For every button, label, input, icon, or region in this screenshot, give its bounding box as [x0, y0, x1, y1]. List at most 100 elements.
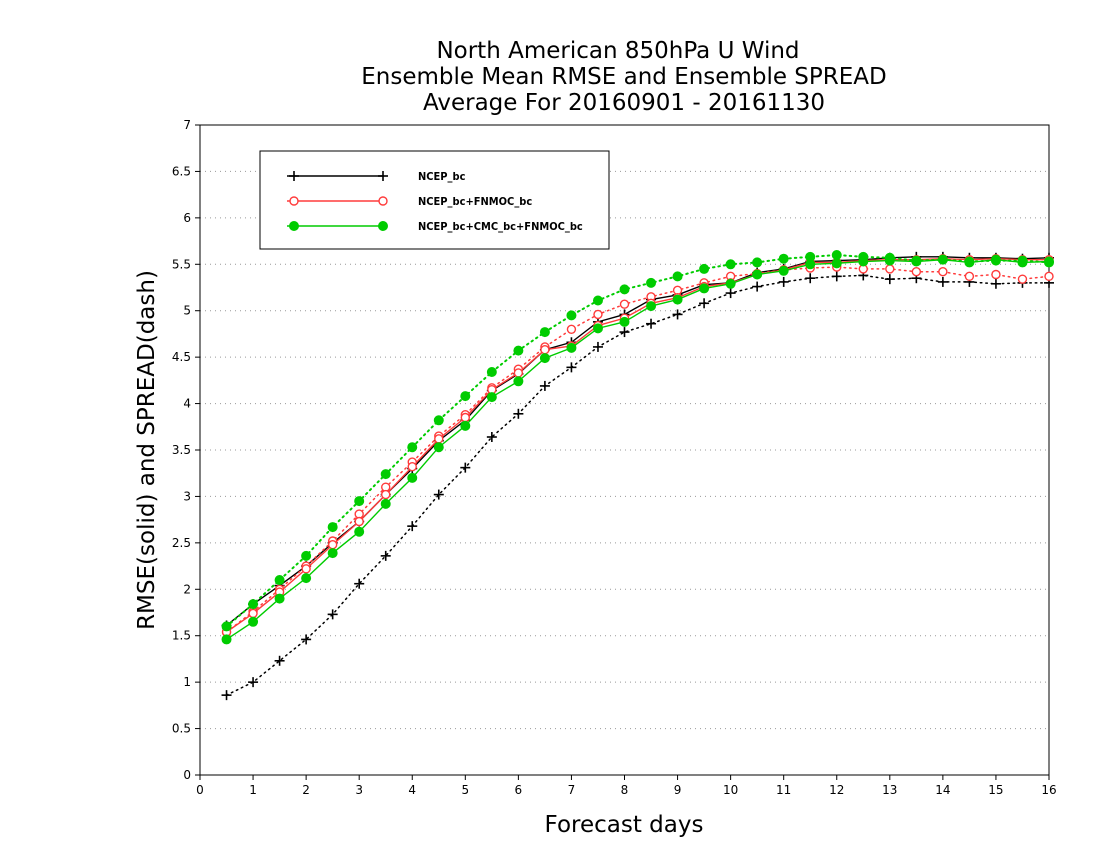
- spread-point-ncep-bc: [513, 408, 524, 419]
- spread-point-ncep-bc-cmc-bc-fnmoc-bc: [407, 442, 418, 453]
- spread-point-ncep-bc: [592, 341, 603, 352]
- y-tick-label: 1: [183, 675, 191, 689]
- rmse-point-ncep-bc-fnmoc-bc: [460, 412, 471, 423]
- y-tick-label: 3: [183, 489, 191, 503]
- spread-point-ncep-bc-cmc-bc-fnmoc-bc: [539, 327, 550, 338]
- spread-point-ncep-bc-cmc-bc-fnmoc-bc: [380, 469, 391, 480]
- spread-point-ncep-bc-fnmoc-bc: [619, 299, 630, 309]
- spread-point-ncep-bc-cmc-bc-fnmoc-bc: [725, 259, 736, 270]
- legend-label-ncep-bc-fnmoc-bc: NCEP_bc+FNMOC_bc: [418, 195, 532, 208]
- spread-point-ncep-bc: [990, 278, 1001, 289]
- rmse-point-ncep-bc-cmc-bc-fnmoc-bc: [301, 573, 312, 584]
- rmse-point-ncep-bc-fnmoc-bc: [354, 516, 364, 527]
- x-tick-label: 2: [302, 783, 310, 797]
- rmse-point-ncep-bc-fnmoc-bc: [301, 564, 311, 574]
- spread-point-ncep-bc-cmc-bc-fnmoc-bc: [566, 310, 577, 321]
- spread-point-ncep-bc: [327, 609, 338, 620]
- legend-marker-ncep-bc-cmc-bc-fnmoc-bc: [289, 221, 299, 231]
- rmse-point-ncep-bc-cmc-bc-fnmoc-bc: [699, 283, 710, 294]
- legend-marker-ncep-bc-cmc-bc-fnmoc-bc: [378, 221, 388, 231]
- spread-point-ncep-bc: [566, 362, 577, 373]
- y-tick-label: 6: [183, 211, 191, 225]
- spread-point-ncep-bc-cmc-bc-fnmoc-bc: [486, 367, 497, 377]
- spread-point-ncep-bc: [274, 655, 285, 666]
- rmse-point-ncep-bc-cmc-bc-fnmoc-bc: [990, 254, 1001, 265]
- rmse-point-ncep-bc-cmc-bc-fnmoc-bc: [831, 258, 842, 269]
- spread-point-ncep-bc: [539, 380, 550, 391]
- y-tick-label: 5.5: [172, 257, 191, 271]
- rmse-point-ncep-bc-cmc-bc-fnmoc-bc: [752, 269, 763, 280]
- x-tick-label: 13: [882, 783, 897, 797]
- rmse-point-ncep-bc-cmc-bc-fnmoc-bc: [327, 548, 338, 559]
- rmse-point-ncep-bc-cmc-bc-fnmoc-bc: [460, 420, 471, 431]
- spread-point-ncep-bc: [354, 578, 365, 589]
- rmse-point-ncep-bc-cmc-bc-fnmoc-bc: [884, 255, 895, 266]
- spread-point-ncep-bc: [725, 288, 736, 299]
- rmse-point-ncep-bc-cmc-bc-fnmoc-bc: [646, 301, 657, 312]
- spread-point-ncep-bc: [486, 432, 497, 442]
- spread-point-ncep-bc-cmc-bc-fnmoc-bc: [433, 415, 444, 426]
- spread-point-ncep-bc-cmc-bc-fnmoc-bc: [460, 391, 471, 402]
- y-tick-label: 0.5: [172, 722, 191, 736]
- x-tick-label: 10: [723, 783, 738, 797]
- spread-point-ncep-bc-fnmoc-bc: [1017, 274, 1028, 284]
- spread-point-ncep-bc-fnmoc-bc: [964, 271, 975, 282]
- rmse-point-ncep-bc-fnmoc-bc: [407, 462, 417, 472]
- x-tick-label: 12: [829, 783, 844, 797]
- legend-label-ncep-bc-cmc-bc-fnmoc-bc: NCEP_bc+CMC_bc+FNMOC_bc: [418, 220, 583, 233]
- spread-point-ncep-bc-cmc-bc-fnmoc-bc: [672, 271, 683, 282]
- spread-point-ncep-bc: [672, 309, 683, 320]
- spread-point-ncep-bc-cmc-bc-fnmoc-bc: [513, 345, 524, 356]
- spread-point-ncep-bc: [433, 489, 444, 500]
- spread-point-ncep-bc: [752, 281, 763, 292]
- x-tick-label: 16: [1041, 783, 1056, 797]
- x-tick-label: 1: [249, 783, 257, 797]
- spread-point-ncep-bc-cmc-bc-fnmoc-bc: [831, 250, 842, 260]
- spread-point-ncep-bc: [778, 276, 789, 287]
- y-tick-label: 2.5: [172, 536, 191, 550]
- y-tick-label: 7: [183, 118, 191, 132]
- x-tick-label: 7: [568, 783, 576, 797]
- rmse-point-ncep-bc-cmc-bc-fnmoc-bc: [592, 323, 603, 334]
- chart-title-line-2: Ensemble Mean RMSE and Ensemble SPREAD: [361, 64, 886, 90]
- spread-point-ncep-bc-cmc-bc-fnmoc-bc: [327, 522, 338, 533]
- legend-box: [259, 150, 610, 250]
- rmse-point-ncep-bc-cmc-bc-fnmoc-bc: [354, 526, 365, 537]
- rmse-point-ncep-bc-fnmoc-bc: [540, 345, 550, 355]
- spread-point-ncep-bc: [646, 318, 657, 329]
- x-tick-label: 3: [355, 783, 363, 797]
- spread-point-ncep-bc-fnmoc-bc: [938, 267, 948, 277]
- rmse-point-ncep-bc-cmc-bc-fnmoc-bc: [672, 294, 683, 305]
- y-tick-label: 4: [183, 397, 191, 411]
- rmse-point-ncep-bc-fnmoc-bc: [248, 608, 258, 619]
- rmse-point-ncep-bc-fnmoc-bc: [327, 540, 338, 550]
- rmse-point-ncep-bc-cmc-bc-fnmoc-bc: [1017, 257, 1028, 268]
- rmse-point-ncep-bc-cmc-bc-fnmoc-bc: [937, 254, 948, 265]
- x-tick-label: 14: [935, 783, 950, 797]
- rmse-point-ncep-bc-cmc-bc-fnmoc-bc: [486, 392, 497, 403]
- spread-point-ncep-bc: [937, 276, 948, 287]
- spread-point-ncep-bc-cmc-bc-fnmoc-bc: [301, 550, 312, 561]
- spread-point-ncep-bc-cmc-bc-fnmoc-bc: [646, 277, 657, 288]
- spread-point-ncep-bc: [248, 677, 259, 688]
- spread-point-ncep-bc: [884, 274, 895, 285]
- x-tick-label: 8: [621, 783, 629, 797]
- spread-point-ncep-bc: [221, 690, 232, 701]
- chart-title-line-1: North American 850hPa U Wind: [436, 38, 799, 64]
- rmse-line-ncep-bc: [226, 256, 1050, 627]
- x-tick-label: 0: [196, 783, 204, 797]
- rmse-point-ncep-bc-fnmoc-bc: [381, 489, 391, 500]
- spread-point-ncep-bc: [831, 271, 842, 282]
- rmse-point-ncep-bc-cmc-bc-fnmoc-bc: [433, 442, 444, 453]
- rmse-point-ncep-bc-cmc-bc-fnmoc-bc: [725, 278, 736, 289]
- x-tick-label: 5: [461, 783, 469, 797]
- spread-point-ncep-bc-cmc-bc-fnmoc-bc: [752, 257, 763, 268]
- spread-line-ncep-bc: [225, 274, 1050, 696]
- rmse-point-ncep-bc-cmc-bc-fnmoc-bc: [1044, 256, 1054, 267]
- spread-point-ncep-bc-fnmoc-bc: [991, 269, 1001, 280]
- spread-point-ncep-bc-cmc-bc-fnmoc-bc: [699, 263, 710, 274]
- rmse-point-ncep-bc-fnmoc-bc: [513, 368, 524, 378]
- chart-title-line-3: Average For 20160901 - 20161130: [423, 90, 825, 116]
- spread-point-ncep-bc: [619, 327, 630, 338]
